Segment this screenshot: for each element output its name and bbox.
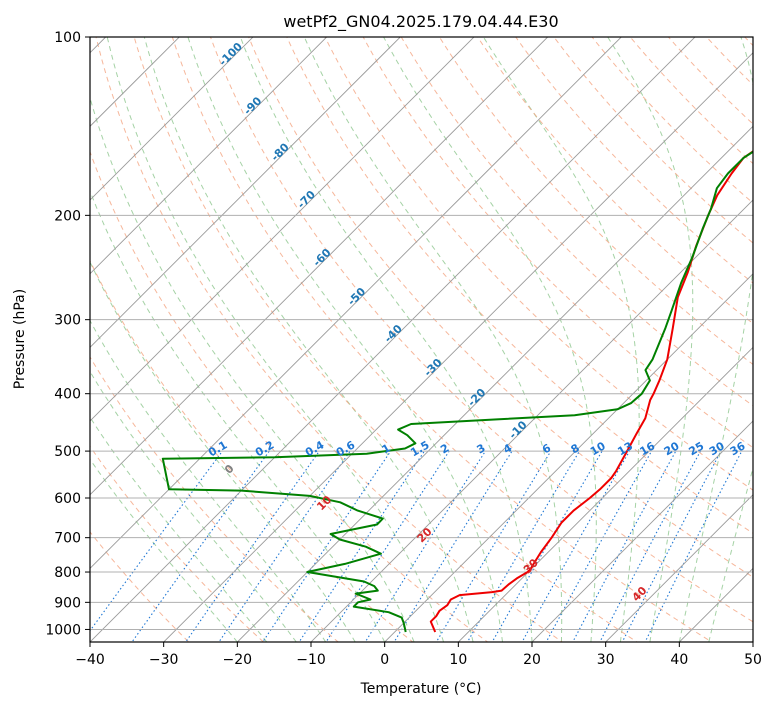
y-tick-label: 700 [54, 531, 81, 547]
isotherm-line [90, 37, 622, 570]
dry-adiabat-line [770, 24, 775, 654]
moist-adiabat-line [106, 37, 445, 642]
mixing-ratio-lines [90, 450, 743, 642]
dry-adiabat-line [209, 37, 753, 623]
moist-adiabat-line [187, 37, 503, 642]
mixing-ratio-line [491, 450, 603, 642]
x-tick-label: 20 [523, 652, 541, 668]
isotherm-line [310, 199, 753, 642]
y-tick-label: 800 [54, 565, 81, 581]
moist-adiabat-line [90, 458, 238, 642]
moist-adiabat-line [303, 37, 563, 642]
mixing-ratio-line [218, 450, 351, 642]
dry-adiabat-line [553, 37, 753, 244]
dry-adiabat-line [400, 37, 753, 407]
isotherm-line [457, 346, 753, 642]
mixing-ratio-line [545, 450, 653, 642]
plot-background [90, 37, 753, 642]
moist-adiabat-line [143, 37, 474, 642]
dewpoint-line [161, 150, 753, 633]
x-tick-label: −10 [296, 652, 326, 668]
moist-adiabat-line [90, 416, 268, 642]
x-tick-label: 10 [449, 652, 467, 668]
dry-adiabat-line [362, 37, 753, 449]
dry-adiabat-line [324, 37, 753, 491]
mixing-ratio-line [131, 450, 270, 642]
x-tick-label: 40 [670, 652, 688, 668]
y-tick-label: 200 [54, 208, 81, 224]
y-tick-label: 300 [54, 313, 81, 329]
y-tick-label: 400 [54, 387, 81, 403]
isotherm-line [90, 37, 475, 422]
moist-adiabat-line [383, 37, 597, 642]
x-tick-label: −40 [75, 652, 105, 668]
mixing-ratio-line [435, 450, 552, 642]
mixing-ratio-line [262, 450, 392, 642]
dry-adiabat-line [248, 37, 753, 578]
x-tick-label: 30 [597, 652, 615, 668]
x-tick-label: −20 [223, 652, 253, 668]
mixing-ratio-line [325, 450, 450, 642]
sounding-series [161, 150, 753, 633]
y-tick-label: 900 [54, 595, 81, 611]
dry-adiabat-line [438, 37, 753, 366]
x-axis: −40 −30 −20 −10 0 10 20 30 40 50 [75, 642, 762, 668]
moist-adiabats [90, 37, 753, 642]
y-tick-label: 100 [54, 30, 81, 46]
y-tick-label: 1000 [45, 622, 81, 638]
x-tick-label: 50 [744, 652, 762, 668]
isotherm-line [531, 420, 753, 642]
isotherm-line [90, 37, 254, 201]
moist-adiabat-line [482, 37, 640, 642]
chart-title: wetPf2_GN04.2025.179.04.44.E30 [283, 12, 558, 32]
plot-frame [89, 36, 754, 643]
isotherm-line [236, 125, 753, 642]
dry-adiabat-line [90, 259, 414, 642]
dry-adiabat-line [476, 37, 753, 325]
isotherm-line [90, 37, 696, 642]
moist-adiabat-line [90, 189, 386, 642]
moist-adiabat-line [90, 260, 356, 642]
mixing-ratio-line [466, 450, 580, 642]
mixing-ratio-line [298, 450, 425, 642]
moist-adiabat-line [90, 370, 297, 642]
moist-adiabat-line [239, 37, 533, 642]
dry-adiabat-line [286, 37, 753, 534]
dry-adiabat-line [515, 37, 753, 284]
isotherm-line [605, 494, 753, 642]
isotherm-line [90, 37, 549, 496]
dry-adiabats [90, 24, 775, 654]
y-axis-title: Pressure (hPa) [12, 289, 28, 389]
mixing-ratio-line [185, 450, 320, 642]
isotherm-line [90, 37, 328, 275]
dry-adiabat-line [95, 37, 564, 642]
mixing-ratio-line [644, 450, 743, 642]
dry-adiabat-line [171, 37, 713, 642]
isotherm-line [163, 52, 753, 642]
dry-adiabat-line [133, 37, 638, 642]
isotherm-line [90, 37, 401, 348]
x-tick-label: −30 [149, 652, 179, 668]
x-tick-label: 0 [380, 652, 389, 668]
y-tick-label: 500 [54, 444, 81, 460]
isotherm-line [384, 273, 753, 642]
x-axis-title: Temperature (°C) [360, 681, 482, 697]
isotherms [90, 37, 753, 642]
dry-adiabat-line [90, 356, 339, 642]
y-axis: 1000 900 800 700 600 500 400 300 200 100 [45, 30, 90, 638]
moist-adiabat-line [607, 37, 694, 642]
y-tick-label: 600 [54, 491, 81, 507]
